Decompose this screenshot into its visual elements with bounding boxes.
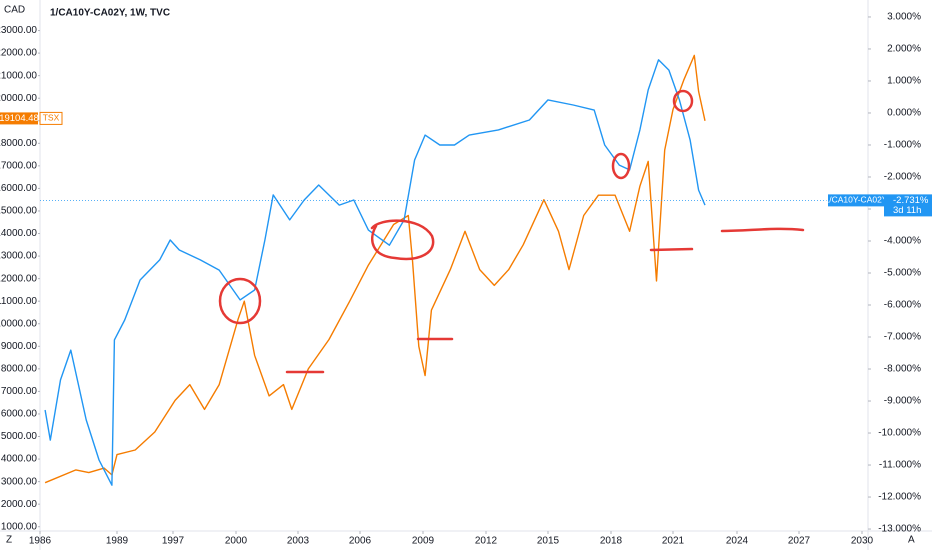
- x-tick-label: 1989: [106, 536, 129, 547]
- y2-tick-label: -10.000%: [878, 428, 921, 439]
- last-value-box: [0, 112, 38, 125]
- y-tick-label: 5000.00: [1, 431, 38, 442]
- y-tick-label: 23000.00: [0, 25, 37, 36]
- x-tick-label: 2030: [851, 536, 874, 547]
- y-tick-label: 1000.00: [1, 521, 38, 532]
- series-line: [44, 54, 706, 484]
- annotation-line: [649, 247, 694, 252]
- button[interactable]: Z: [6, 535, 12, 546]
- button[interactable]: A: [908, 535, 915, 546]
- series-name-label: 1/CA10Y-CA02Y: [824, 195, 887, 205]
- y-tick-label: 17000.00: [0, 161, 37, 172]
- y-tick-label: 16000.00: [0, 183, 37, 194]
- y-tick-label: 8000.00: [1, 363, 38, 374]
- y2-tick-label: -1.000%: [884, 140, 921, 151]
- y-tick-label: 20000.00: [0, 93, 37, 104]
- y2-tick-label: -7.000%: [884, 332, 921, 343]
- y-tick-label: 6000.00: [1, 409, 38, 420]
- y2-tick-label: -6.000%: [884, 300, 921, 311]
- y-tick-label: 2000.00: [1, 499, 38, 510]
- y2-tick-label: 1.000%: [887, 76, 921, 87]
- y2-tick-label: -5.000%: [884, 268, 921, 279]
- y-tick-label: 11000.00: [0, 296, 37, 307]
- y2-tick-label: 2.000%: [887, 44, 921, 55]
- countdown: 3d 11h: [893, 205, 921, 216]
- y2-tick-label: 3.000%: [887, 12, 921, 23]
- x-tick-label: 2024: [726, 536, 749, 547]
- y-tick-label: 3000.00: [1, 476, 38, 487]
- x-tick-label: 2006: [349, 536, 372, 547]
- x-tick-label: 2018: [600, 536, 623, 547]
- y-tick-label: 14000.00: [0, 228, 37, 239]
- y-tick-label: 18000.00: [0, 138, 37, 149]
- x-tick-label: 2021: [662, 536, 685, 547]
- y2-tick-label: -9.000%: [884, 396, 921, 407]
- x-tick-label: 1997: [162, 536, 185, 547]
- y-tick-label: 21000.00: [0, 70, 37, 81]
- y-tick-label: 12000.00: [0, 273, 37, 284]
- annotation-circle: [370, 219, 435, 261]
- annotation-circle: [218, 277, 262, 325]
- annotations: [218, 89, 805, 374]
- y-tick-label: 15000.00: [0, 206, 37, 217]
- annotation-circle: [611, 152, 631, 180]
- y2-tick-label: -2.000%: [884, 172, 921, 183]
- series-line: [44, 59, 706, 486]
- y2-tick-label: -4.000%: [884, 236, 921, 247]
- y-tick-label: 22000.00: [0, 48, 37, 59]
- y-tick-label: 13000.00: [0, 251, 37, 262]
- x-tick-label: 2000: [225, 536, 248, 547]
- y-axis-label: CAD: [4, 5, 25, 16]
- x-tick-label: 2009: [412, 536, 435, 547]
- y-tick-label: 4000.00: [1, 454, 38, 465]
- x-tick-label: 1986: [29, 536, 52, 547]
- y-tick-label: 10000.00: [0, 318, 37, 329]
- x-tick-label: 2012: [475, 536, 498, 547]
- annotation-circle: [672, 89, 694, 113]
- last-value-label: 19104.48: [0, 113, 39, 124]
- series-name-box: [39, 111, 63, 125]
- annotation-line: [720, 227, 805, 233]
- last-value-box: [884, 194, 932, 217]
- y2-tick-label: -8.000%: [884, 364, 921, 375]
- x-tick-label: 2027: [788, 536, 811, 547]
- y-tick-label: 7000.00: [1, 386, 38, 397]
- plot-area: [40, 54, 868, 486]
- y2-tick-label: 0.000%: [887, 108, 921, 119]
- series-name-label: TSX: [43, 113, 60, 123]
- series-name-box: [828, 194, 884, 207]
- y2-tick-label: -12.000%: [878, 492, 921, 503]
- y2-tick-label: -11.000%: [879, 460, 921, 471]
- y2-tick-label: -13.000%: [878, 524, 921, 535]
- y-tick-label: 9000.00: [1, 341, 38, 352]
- x-tick-label: 2015: [537, 536, 560, 547]
- chart-title: 1/CA10Y-CA02Y, 1W, TVC: [50, 8, 170, 19]
- x-tick-label: 2003: [287, 536, 310, 547]
- last-value-label: -2.731%: [893, 195, 929, 206]
